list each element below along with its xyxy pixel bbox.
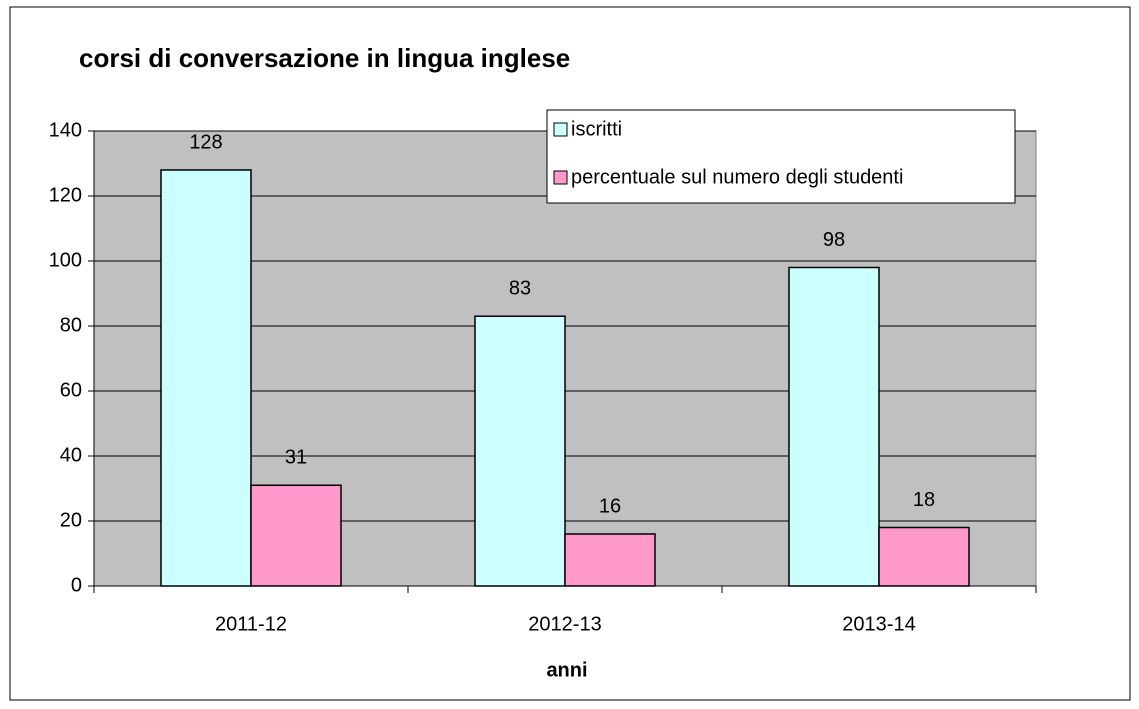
chart-title: corsi di conversazione in lingua inglese [79, 43, 570, 73]
y-tick-label: 40 [60, 444, 82, 466]
y-tick-label: 60 [60, 379, 82, 401]
data-label: 128 [189, 131, 222, 153]
x-tick-label: 2012-13 [528, 613, 601, 635]
legend-label: percentuale sul numero degli studenti [571, 166, 903, 188]
x-axis-title: anni [546, 659, 587, 681]
y-tick-label: 140 [49, 119, 82, 141]
x-tick-label: 2011-12 [215, 613, 287, 635]
x-tick-label: 2013-14 [842, 613, 915, 635]
data-label: 18 [913, 489, 935, 511]
bar [160, 169, 252, 587]
legend [546, 109, 1016, 204]
legend-swatch [553, 122, 568, 137]
legend-swatch [553, 170, 568, 185]
bar [878, 526, 970, 587]
data-label: 16 [599, 495, 621, 517]
y-tick-label: 100 [49, 249, 82, 271]
data-label: 98 [823, 229, 845, 251]
y-tick-label: 0 [71, 574, 82, 596]
bar [474, 315, 566, 587]
bar [788, 266, 880, 587]
data-label: 31 [285, 447, 307, 469]
bar [564, 533, 656, 587]
y-tick-label: 20 [60, 509, 82, 531]
legend-label: iscritti [571, 118, 622, 140]
bar [250, 484, 342, 587]
data-label: 83 [509, 278, 531, 300]
y-tick-label: 80 [60, 314, 82, 336]
y-tick-label: 120 [49, 184, 82, 206]
